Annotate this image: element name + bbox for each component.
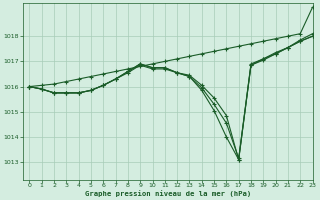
X-axis label: Graphe pression niveau de la mer (hPa): Graphe pression niveau de la mer (hPa) <box>85 190 251 197</box>
